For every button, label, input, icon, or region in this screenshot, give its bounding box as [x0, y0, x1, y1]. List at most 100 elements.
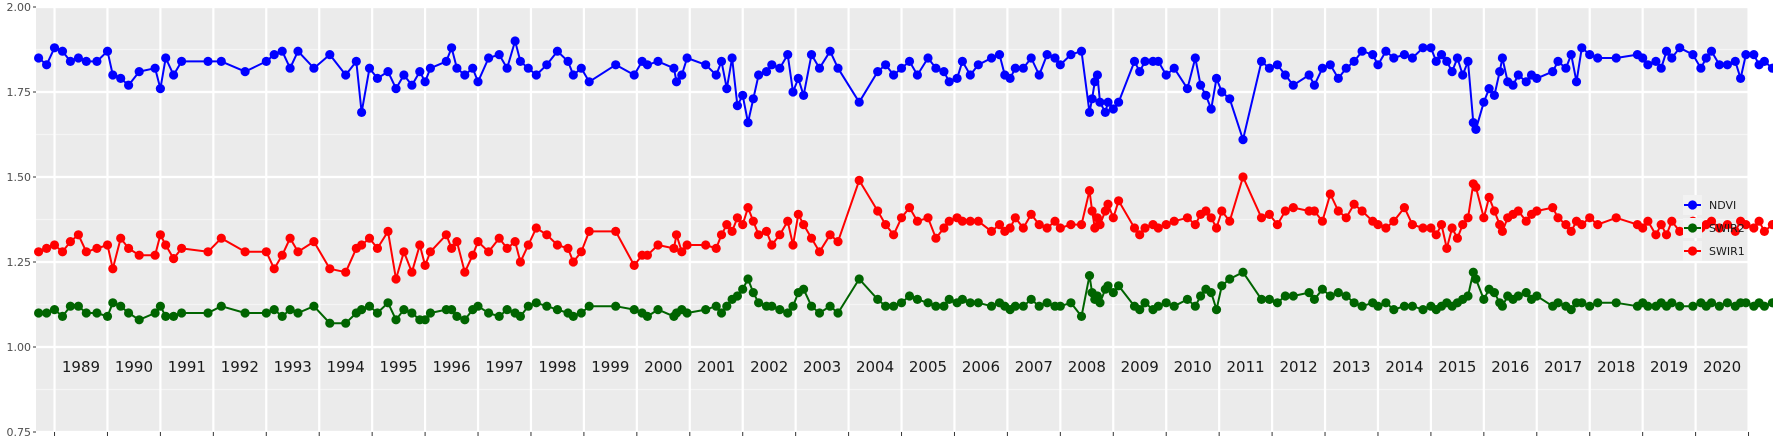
- data-point: [1458, 70, 1468, 80]
- data-point: [169, 70, 179, 80]
- y-tick-label: 1.25: [7, 256, 32, 269]
- data-point: [515, 257, 526, 267]
- data-point: [1521, 216, 1531, 226]
- data-point: [1489, 90, 1499, 100]
- data-point: [341, 318, 351, 328]
- data-point: [460, 70, 470, 80]
- data-point: [1561, 63, 1571, 73]
- data-point: [460, 315, 470, 325]
- year-label: 2014: [1385, 358, 1423, 376]
- data-point: [1018, 301, 1028, 311]
- data-point: [1447, 67, 1457, 77]
- year-label: 2000: [644, 358, 682, 376]
- data-point: [923, 213, 933, 223]
- data-point: [1452, 233, 1462, 243]
- data-point: [1042, 50, 1052, 60]
- data-point: [896, 298, 907, 308]
- data-point: [711, 70, 721, 80]
- data-point: [203, 308, 213, 318]
- data-point: [1381, 46, 1391, 56]
- data-point: [531, 298, 541, 308]
- data-point: [1135, 230, 1145, 240]
- data-point: [515, 56, 526, 66]
- data-point: [1026, 209, 1036, 219]
- data-point: [1341, 213, 1351, 223]
- data-point: [364, 233, 375, 243]
- data-point: [783, 50, 793, 60]
- data-point: [1497, 301, 1507, 311]
- data-point: [923, 298, 933, 308]
- data-point: [716, 230, 727, 240]
- data-point: [1418, 223, 1428, 233]
- data-point: [1026, 53, 1036, 63]
- data-point: [743, 203, 753, 213]
- year-label: 2002: [750, 358, 788, 376]
- data-point: [1463, 291, 1473, 301]
- data-point: [542, 230, 552, 240]
- data-point: [682, 308, 692, 318]
- data-point: [1508, 80, 1518, 90]
- data-point: [1225, 274, 1235, 284]
- data-point: [407, 308, 417, 318]
- data-point: [873, 294, 883, 304]
- year-label: 1998: [538, 358, 576, 376]
- data-point: [108, 298, 118, 308]
- data-point: [611, 60, 621, 70]
- data-point: [1471, 182, 1481, 192]
- data-point: [854, 274, 864, 284]
- year-label: 2019: [1650, 358, 1688, 376]
- data-point: [1611, 298, 1621, 308]
- data-point: [732, 213, 743, 223]
- data-point: [108, 70, 118, 80]
- x-axis: [54, 432, 1750, 436]
- data-point: [1513, 291, 1523, 301]
- year-label: 1993: [274, 358, 312, 376]
- data-point: [671, 77, 682, 87]
- year-label: 2001: [697, 358, 735, 376]
- data-point: [1169, 301, 1179, 311]
- data-point: [1357, 46, 1367, 56]
- data-point: [1050, 53, 1060, 63]
- data-point: [1211, 73, 1222, 83]
- y-tick-label: 2.00: [7, 1, 32, 14]
- data-point: [1341, 63, 1351, 73]
- data-point: [1714, 60, 1724, 70]
- data-point: [1005, 223, 1015, 233]
- data-point: [1585, 50, 1595, 60]
- data-point: [1256, 56, 1267, 66]
- data-point: [732, 101, 743, 111]
- data-point: [1325, 291, 1335, 301]
- data-point: [716, 56, 727, 66]
- data-point: [889, 70, 899, 80]
- data-point: [1577, 220, 1587, 230]
- data-point: [701, 305, 711, 315]
- series-swir2: [34, 267, 1773, 328]
- data-point: [1114, 97, 1124, 107]
- data-point: [1553, 298, 1563, 308]
- data-point: [425, 247, 435, 257]
- data-point: [1611, 53, 1621, 63]
- data-point: [1161, 298, 1171, 308]
- data-point: [484, 308, 494, 318]
- data-point: [783, 308, 793, 318]
- data-point: [775, 230, 785, 240]
- data-point: [568, 311, 578, 321]
- data-point: [523, 240, 533, 250]
- data-point: [611, 301, 621, 311]
- data-point: [92, 243, 102, 253]
- data-point: [1593, 220, 1603, 230]
- year-labels: 1989 1990 1991 1992 1993 1994 1995 1996 1997 1998…: [62, 358, 1741, 376]
- year-label: 2004: [856, 358, 894, 376]
- data-point: [1211, 223, 1222, 233]
- data-point: [452, 311, 462, 321]
- data-point: [1280, 206, 1290, 216]
- data-point: [986, 53, 997, 63]
- data-point: [825, 46, 835, 56]
- data-point: [939, 301, 949, 311]
- data-point: [169, 311, 179, 321]
- data-point: [134, 315, 144, 325]
- data-point: [1571, 77, 1582, 87]
- data-point: [372, 73, 382, 83]
- year-label: 2006: [962, 358, 1000, 376]
- data-point: [671, 230, 682, 240]
